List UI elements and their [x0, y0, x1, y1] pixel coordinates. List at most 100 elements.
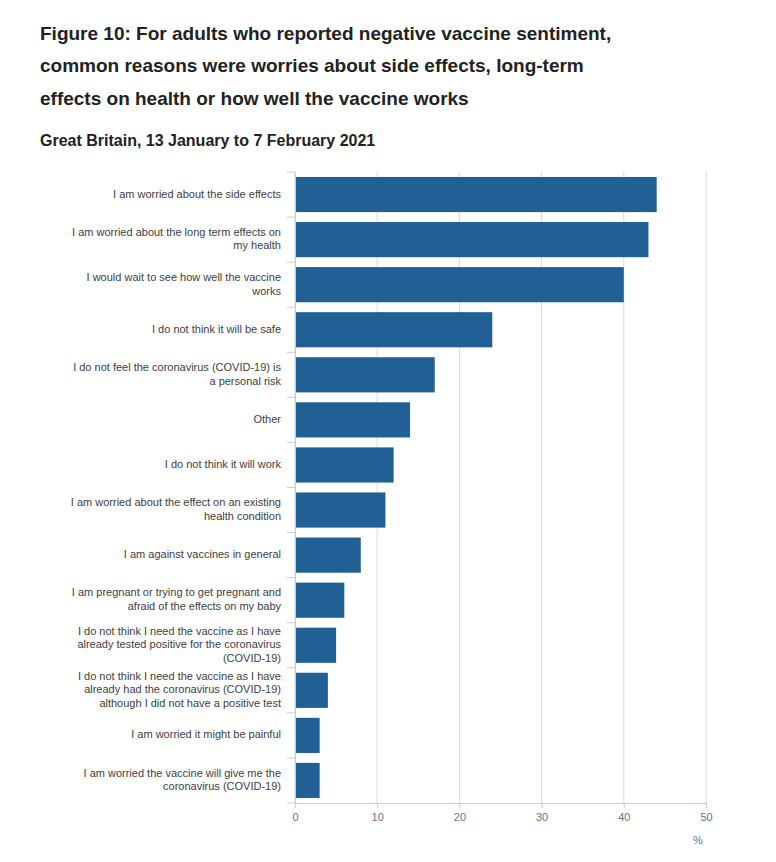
- y-tick: I am worried about the long term effects…: [72, 226, 295, 252]
- y-tick: I am worried about the side effects: [113, 187, 295, 199]
- x-tick-label: 20: [454, 811, 466, 823]
- text-line: I do not feel the coronavirus (COVID-19)…: [73, 361, 281, 373]
- x-tick-mark: [377, 803, 378, 808]
- y-tick: I do not feel the coronavirus (COVID-19)…: [73, 361, 295, 387]
- bar: [295, 492, 385, 527]
- subtitle: Great Britain, 13 January to 7 February …: [40, 132, 375, 149]
- x-tick: 10: [372, 803, 384, 823]
- y-tick: I am pregnant or trying to get pregnant …: [72, 586, 295, 612]
- text-line: already tested positive for the coronavi…: [77, 638, 281, 650]
- x-tick-label: 10: [372, 811, 384, 823]
- title: Figure 10: For adults who reported negat…: [40, 23, 611, 109]
- text-line: I am against vaccines in general: [124, 548, 281, 560]
- x-tick: 40: [618, 803, 630, 823]
- chart: Figure 10: For adults who reported negat…: [0, 0, 776, 862]
- y-tick: I do not think I need the vaccine as I h…: [78, 669, 295, 709]
- bars: [295, 177, 657, 798]
- category-label: I am worried about the effect on an exis…: [71, 496, 281, 522]
- text-line: a personal risk: [209, 375, 281, 387]
- y-tick: I am against vaccines in general: [124, 548, 295, 560]
- x-tick-mark: [295, 803, 296, 808]
- text-line: already had the coronavirus (COVID-19): [84, 683, 281, 695]
- grid-line: [706, 172, 707, 803]
- x-axis-title: %: [693, 834, 703, 846]
- grid: [295, 172, 706, 803]
- category-label: I do not feel the coronavirus (COVID-19)…: [73, 361, 281, 387]
- x-tick: 30: [536, 803, 548, 823]
- text-line: I am worried about the effect on an exis…: [71, 496, 281, 508]
- text-line: (COVID-19): [223, 652, 281, 664]
- x-axis: 0 10 20 30 40 50: [292, 803, 712, 823]
- category-label: I am pregnant or trying to get pregnant …: [72, 586, 282, 612]
- text-line: I do not think I need the vaccine as I h…: [78, 624, 281, 636]
- text-line: I would wait to see how well the vaccine: [87, 271, 281, 283]
- x-tick-label: 40: [618, 811, 630, 823]
- y-tick: I do not think it will be safe: [152, 323, 295, 335]
- y-tick: I would wait to see how well the vaccine…: [87, 271, 295, 297]
- text-line: I am worried the vaccine will give me th…: [84, 766, 281, 778]
- text-line: afraid of the effects on my baby: [128, 600, 282, 612]
- x-tick-mark: [624, 803, 625, 808]
- text-line: I do not think it will work: [165, 458, 282, 470]
- text-line: health condition: [204, 510, 281, 522]
- category-label: I do not think I need the vaccine as I h…: [78, 669, 281, 709]
- category-label: Other: [253, 413, 281, 425]
- category-label: I am worried it might be painful: [131, 728, 281, 740]
- x-tick-label: 50: [700, 811, 712, 823]
- row-separator: [287, 217, 295, 218]
- bar: [295, 628, 336, 663]
- category-label: I am worried about the side effects: [113, 187, 281, 199]
- text-line: I am worried about the long term effects…: [72, 226, 281, 238]
- bar: [295, 357, 435, 392]
- bar: [295, 673, 328, 708]
- grid-line: [459, 172, 460, 803]
- row-separator: [287, 442, 295, 443]
- row-separator: [287, 667, 295, 668]
- bar: [295, 447, 394, 482]
- text-line: I am worried it might be painful: [131, 728, 281, 740]
- x-tick: 50: [700, 803, 712, 823]
- category-label: I would wait to see how well the vaccine…: [87, 271, 282, 297]
- y-axis-line: [295, 173, 296, 804]
- row-separator: [287, 172, 295, 173]
- x-tick: 20: [454, 803, 466, 823]
- grid-line: [377, 172, 378, 803]
- y-tick: I am worried the vaccine will give me th…: [84, 766, 295, 792]
- bar: [295, 312, 492, 347]
- text-line: common reasons were worries about side e…: [40, 55, 584, 76]
- bar: [295, 177, 657, 212]
- bar: [295, 718, 320, 753]
- row-separator: [287, 262, 295, 263]
- x-tick-mark: [459, 803, 460, 808]
- category-label: I do not think it will work: [165, 458, 282, 470]
- bar: [295, 267, 624, 302]
- x-tick-label: 0: [292, 811, 298, 823]
- category-label: I do not think I need the vaccine as I h…: [77, 624, 281, 664]
- category-label: I do not think it will be safe: [152, 323, 281, 335]
- row-separator: [287, 532, 295, 533]
- x-tick: 0: [292, 803, 298, 823]
- row-separator: [287, 307, 295, 308]
- text-line: I do not think it will be safe: [152, 323, 281, 335]
- x-tick-label: 30: [536, 811, 548, 823]
- row-separator: [287, 352, 295, 353]
- row-separators: [287, 172, 295, 803]
- grid-line: [623, 172, 624, 803]
- y-axis: I am worried about the side effects I am …: [71, 173, 296, 804]
- x-tick-mark: [542, 803, 543, 808]
- text-line: works: [251, 284, 281, 296]
- text-line: effects on health or how well the vaccin…: [40, 88, 469, 109]
- text-line: my health: [233, 239, 281, 251]
- category-label: I am against vaccines in general: [124, 548, 281, 560]
- row-separator: [287, 577, 295, 578]
- bar: [295, 222, 648, 257]
- text-line: Other: [253, 413, 281, 425]
- bar: [295, 763, 320, 798]
- text-line: although I did not have a positive test: [99, 697, 281, 709]
- text-line: Figure 10: For adults who reported negat…: [40, 23, 611, 44]
- category-label: I am worried the vaccine will give me th…: [84, 766, 281, 792]
- x-tick-mark: [706, 803, 707, 808]
- x-axis-line: [296, 804, 707, 809]
- bar: [295, 402, 410, 437]
- text-line: I am worried about the side effects: [113, 187, 281, 199]
